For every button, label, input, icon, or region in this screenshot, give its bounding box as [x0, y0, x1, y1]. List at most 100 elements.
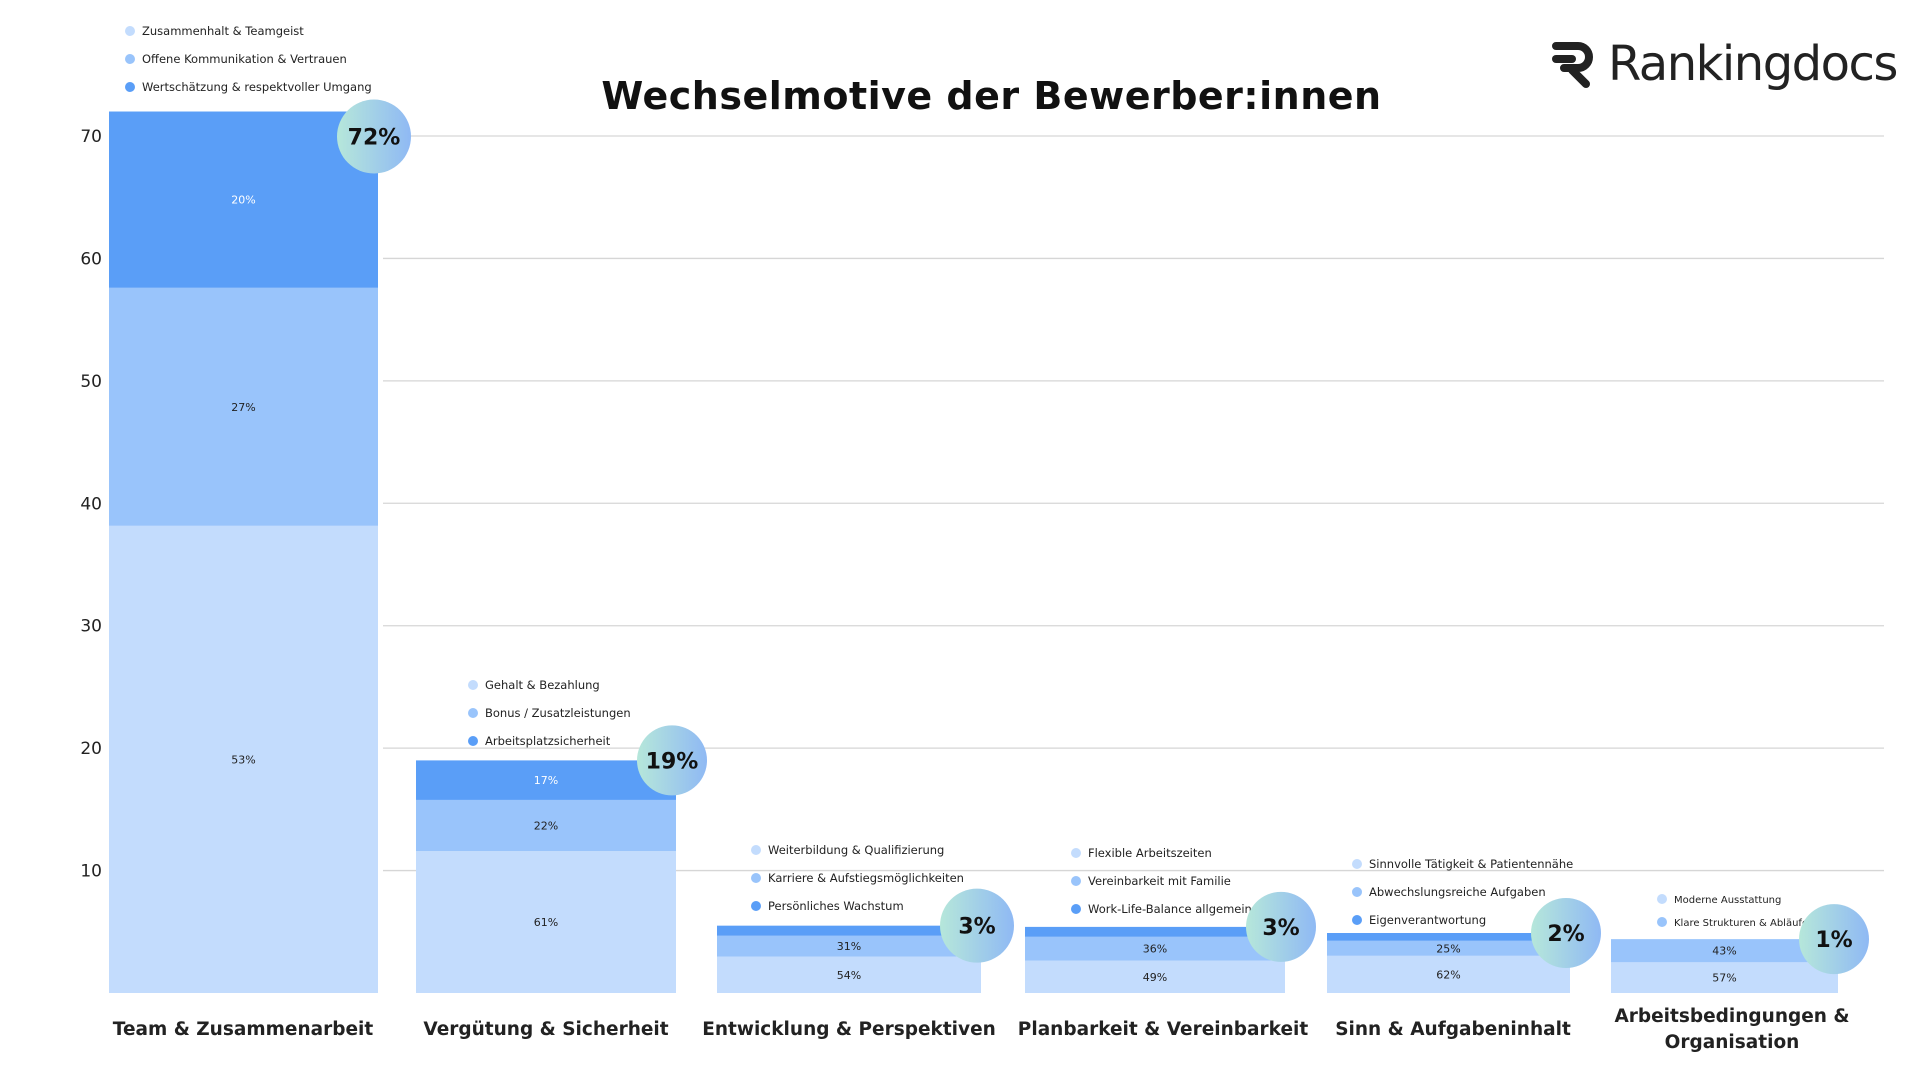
- legend-swatch: [1071, 848, 1081, 858]
- segment-value-label: 17%: [534, 774, 558, 787]
- legend-entry: Moderne Ausstattung: [1674, 895, 1781, 906]
- legend-swatch: [751, 901, 761, 911]
- bars: 53% 27% 20% 61% 22% 17% 54% 31% 49% 36% 62% 25% 57% 4…: [109, 111, 1838, 993]
- segment-value-label: 57%: [1712, 972, 1736, 985]
- bar-segment: [1327, 933, 1570, 941]
- total-badge-label: 2%: [1547, 922, 1584, 947]
- legend-entry: Offene Kommunikation & Vertrauen: [142, 52, 347, 66]
- total-badge: [1531, 898, 1601, 969]
- segment-value-label: 31%: [837, 940, 861, 953]
- legend-entry: Abwechslungsreiche Aufgaben: [1369, 885, 1546, 899]
- y-tick-label: 50: [80, 372, 102, 392]
- legend-entry: Bonus / Zusatzleistungen: [485, 706, 631, 720]
- legend-entry: Flexible Arbeitszeiten: [1088, 846, 1212, 860]
- legend-entry: Gehalt & Bezahlung: [485, 678, 600, 692]
- bar-segment: [717, 956, 981, 993]
- y-tick-label: 70: [80, 127, 102, 147]
- bar-segment: [1327, 955, 1570, 993]
- x-category-label: Entwicklung & Perspektiven: [702, 1019, 996, 1040]
- legend-swatch: [751, 873, 761, 883]
- y-tick-label: 40: [80, 494, 102, 514]
- segment-value-label: 53%: [231, 753, 255, 766]
- total-badge-label: 1%: [1815, 928, 1852, 953]
- bar-segment: [416, 760, 676, 800]
- y-tick-label: 20: [80, 739, 102, 759]
- total-badge-label: 19%: [646, 749, 699, 774]
- brand-logo: Rankingdocs: [1552, 36, 1898, 92]
- legend-entry: Arbeitsplatzsicherheit: [485, 734, 611, 748]
- legend-entry: Wertschätzung & respektvoller Umgang: [142, 80, 372, 94]
- bar-segment: [109, 287, 378, 526]
- y-tick-label: 30: [80, 617, 102, 637]
- x-category-label: Organisation: [1665, 1032, 1800, 1053]
- y-tick-label: 60: [80, 249, 102, 269]
- x-category-label: Arbeitsbedingungen &: [1614, 1006, 1849, 1027]
- segment-value-label: 49%: [1143, 971, 1167, 984]
- legend-swatch: [125, 82, 135, 92]
- bar-segment: [1611, 962, 1838, 993]
- legend-entry: Eigenverantwortung: [1369, 913, 1486, 927]
- legend-swatch: [468, 736, 478, 746]
- segment-value-label: 22%: [534, 820, 558, 833]
- bar-segment: [416, 799, 676, 852]
- legend-swatch: [1352, 915, 1362, 925]
- legend-swatch: [125, 26, 135, 36]
- legend-entry: Vereinbarkeit mit Familie: [1088, 874, 1231, 888]
- bar-segment: [109, 111, 378, 288]
- total-badges: 72% 19% 3% 3% 2% 1%: [337, 99, 1869, 975]
- y-axis: 10 20 30 40 50 60 70: [80, 127, 102, 882]
- legend-swatch: [468, 708, 478, 718]
- x-category-label: Sinn & Aufgabeninhalt: [1335, 1019, 1571, 1040]
- x-category-label: Team & Zusammenarbeit: [113, 1019, 374, 1040]
- x-category-label: Vergütung & Sicherheit: [423, 1019, 668, 1040]
- legend-swatch: [751, 845, 761, 855]
- segment-value-label: 61%: [534, 916, 558, 929]
- segment-value-label: 20%: [231, 194, 255, 207]
- segment-value-label: 62%: [1436, 968, 1460, 981]
- total-badge: [940, 888, 1014, 963]
- chart-title: Wechselmotive der Bewerber:innen: [601, 74, 1382, 118]
- legend-swatch: [1657, 894, 1667, 904]
- segment-value-label: 43%: [1712, 945, 1736, 958]
- segment-value-label: 25%: [1436, 942, 1460, 955]
- legend-entry: Persönliches Wachstum: [768, 899, 904, 913]
- x-axis: Team & Zusammenarbeit Vergütung & Sicherh…: [113, 1006, 1850, 1053]
- bar-segment: [1025, 926, 1285, 937]
- legend-swatch: [1071, 904, 1081, 914]
- legend-entry: Work-Life-Balance allgemein: [1088, 902, 1252, 916]
- bar-segment: [416, 851, 676, 993]
- total-badge: [637, 725, 707, 796]
- bar-segment: [1327, 940, 1570, 956]
- brand-name: Rankingdocs: [1608, 36, 1898, 92]
- rankingdocs-r-logo-icon: [1552, 42, 1593, 88]
- total-badge-label: 3%: [958, 915, 995, 940]
- legend-swatch: [125, 54, 135, 64]
- legend-swatch: [1071, 876, 1081, 886]
- segment-value-label: 36%: [1143, 943, 1167, 956]
- legends: Zusammenhalt & Teamgeist Offene Kommunika…: [125, 24, 1808, 929]
- legend-entry: Weiterbildung & Qualifizierung: [768, 843, 944, 857]
- legend-entry: Sinnvolle Tätigkeit & Patientennähe: [1369, 857, 1573, 871]
- total-badge: [1246, 891, 1316, 962]
- bar-segment: [1025, 960, 1285, 993]
- legend-swatch: [1352, 887, 1362, 897]
- grid-lines: [383, 135, 1884, 872]
- total-badge: [1799, 904, 1869, 975]
- legend-entry: Klare Strukturen & Abläufe: [1674, 918, 1808, 929]
- bar-segment: [109, 525, 378, 993]
- x-category-label: Planbarkeit & Vereinbarkeit: [1018, 1019, 1309, 1040]
- bar-segment: [1611, 939, 1838, 963]
- total-badge: [337, 99, 411, 174]
- bar-segment: [717, 935, 981, 957]
- legend-swatch: [468, 680, 478, 690]
- total-badge-label: 3%: [1262, 916, 1299, 941]
- bar-segment: [717, 925, 981, 936]
- y-tick-label: 10: [80, 862, 102, 882]
- legend-swatch: [1657, 917, 1667, 927]
- segment-value-label: 54%: [837, 969, 861, 982]
- legend-swatch: [1352, 859, 1362, 869]
- legend-entry: Zusammenhalt & Teamgeist: [142, 24, 304, 38]
- total-badge-label: 72%: [348, 126, 401, 151]
- segment-value-label: 27%: [231, 401, 255, 414]
